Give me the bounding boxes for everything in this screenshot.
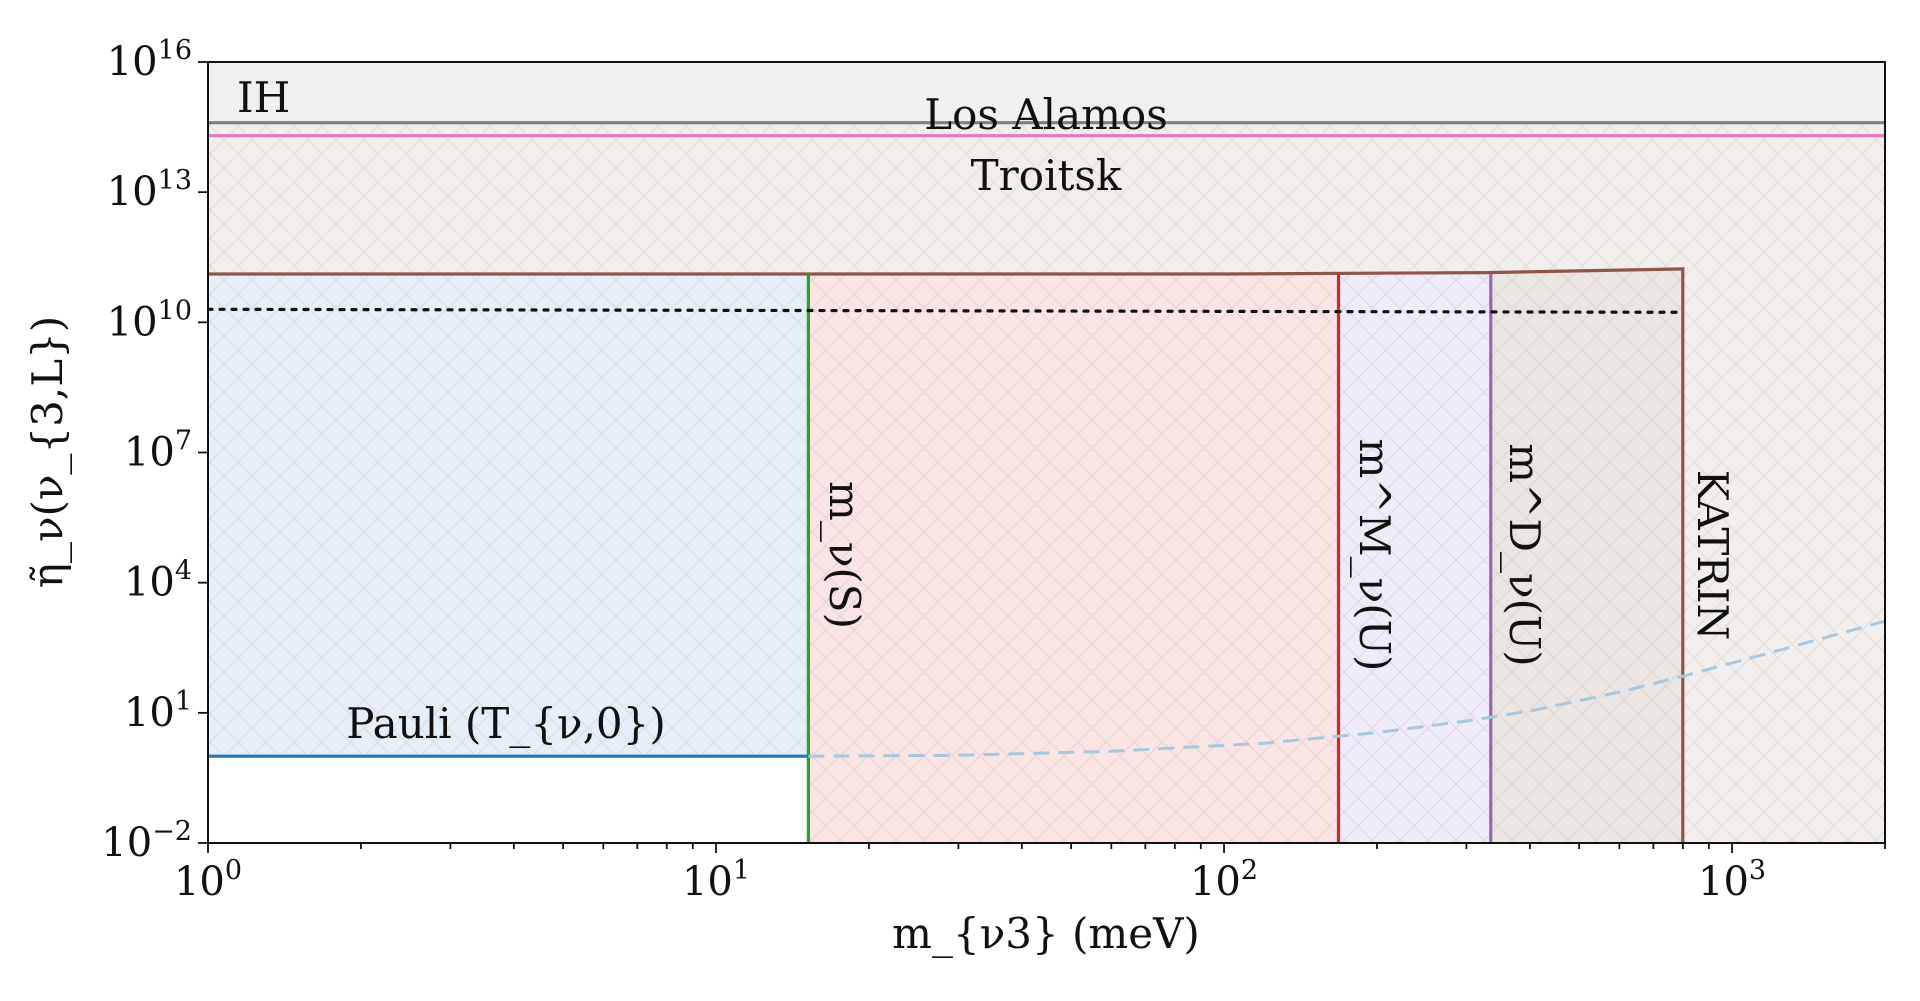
y-tick-label: 1016 [107, 35, 192, 85]
y-tick-label: 107 [124, 426, 192, 476]
m-nu-s-label: m_ν(S) [820, 481, 869, 629]
m-nu-majorana-region-hatch [808, 274, 1339, 843]
x-tick-label: 102 [1190, 855, 1258, 905]
m-nu-majorana-label: m^M_ν(U) [1350, 439, 1399, 672]
katrin-line [208, 267, 1685, 843]
m-nu-dirac-label: m^D_ν(U) [1500, 443, 1549, 666]
los-alamos-region [208, 62, 1885, 123]
pauli-region-hatch [208, 274, 809, 757]
axis-tick-labels: 100 101 102 103 10−2 101 104 107 1010 1013 1016 [101, 35, 1766, 905]
y-tick-label: 101 [124, 686, 192, 736]
pauli-extrapolation-line [808, 619, 1885, 758]
axis-ticks [198, 61, 1886, 853]
x-tick-label: 100 [174, 855, 242, 905]
y-axis-title: η̃_ν(ν_{3,L}) [23, 316, 72, 588]
y-tick-label: 10−2 [101, 816, 192, 866]
x-axis-title: m_{ν3} (meV) [892, 909, 1200, 958]
bound-lines [208, 121, 1885, 843]
x-tick-label: 103 [1698, 855, 1766, 905]
exclusion-regions [208, 62, 1885, 843]
y-tick-label: 104 [124, 556, 192, 606]
los-alamos-label: Los Alamos [924, 90, 1168, 139]
y-tick-label: 1013 [107, 165, 192, 215]
m-nu-dirac-region-hatch [1338, 274, 1491, 843]
panel-label: IH [237, 73, 290, 122]
reference-dotted-line [208, 307, 1685, 314]
y-tick-label: 1010 [107, 295, 192, 345]
troitsk-label: Troitsk [971, 151, 1122, 200]
x-tick-label: 101 [682, 855, 750, 905]
pauli-allowed-region [208, 756, 809, 843]
pauli-label: Pauli (T_{ν,0}) [346, 699, 666, 748]
annotations: IH Los Alamos Troitsk Pauli (T_{ν,0}) m_… [237, 73, 1737, 748]
katrin-label: KATRIN [1688, 470, 1737, 641]
